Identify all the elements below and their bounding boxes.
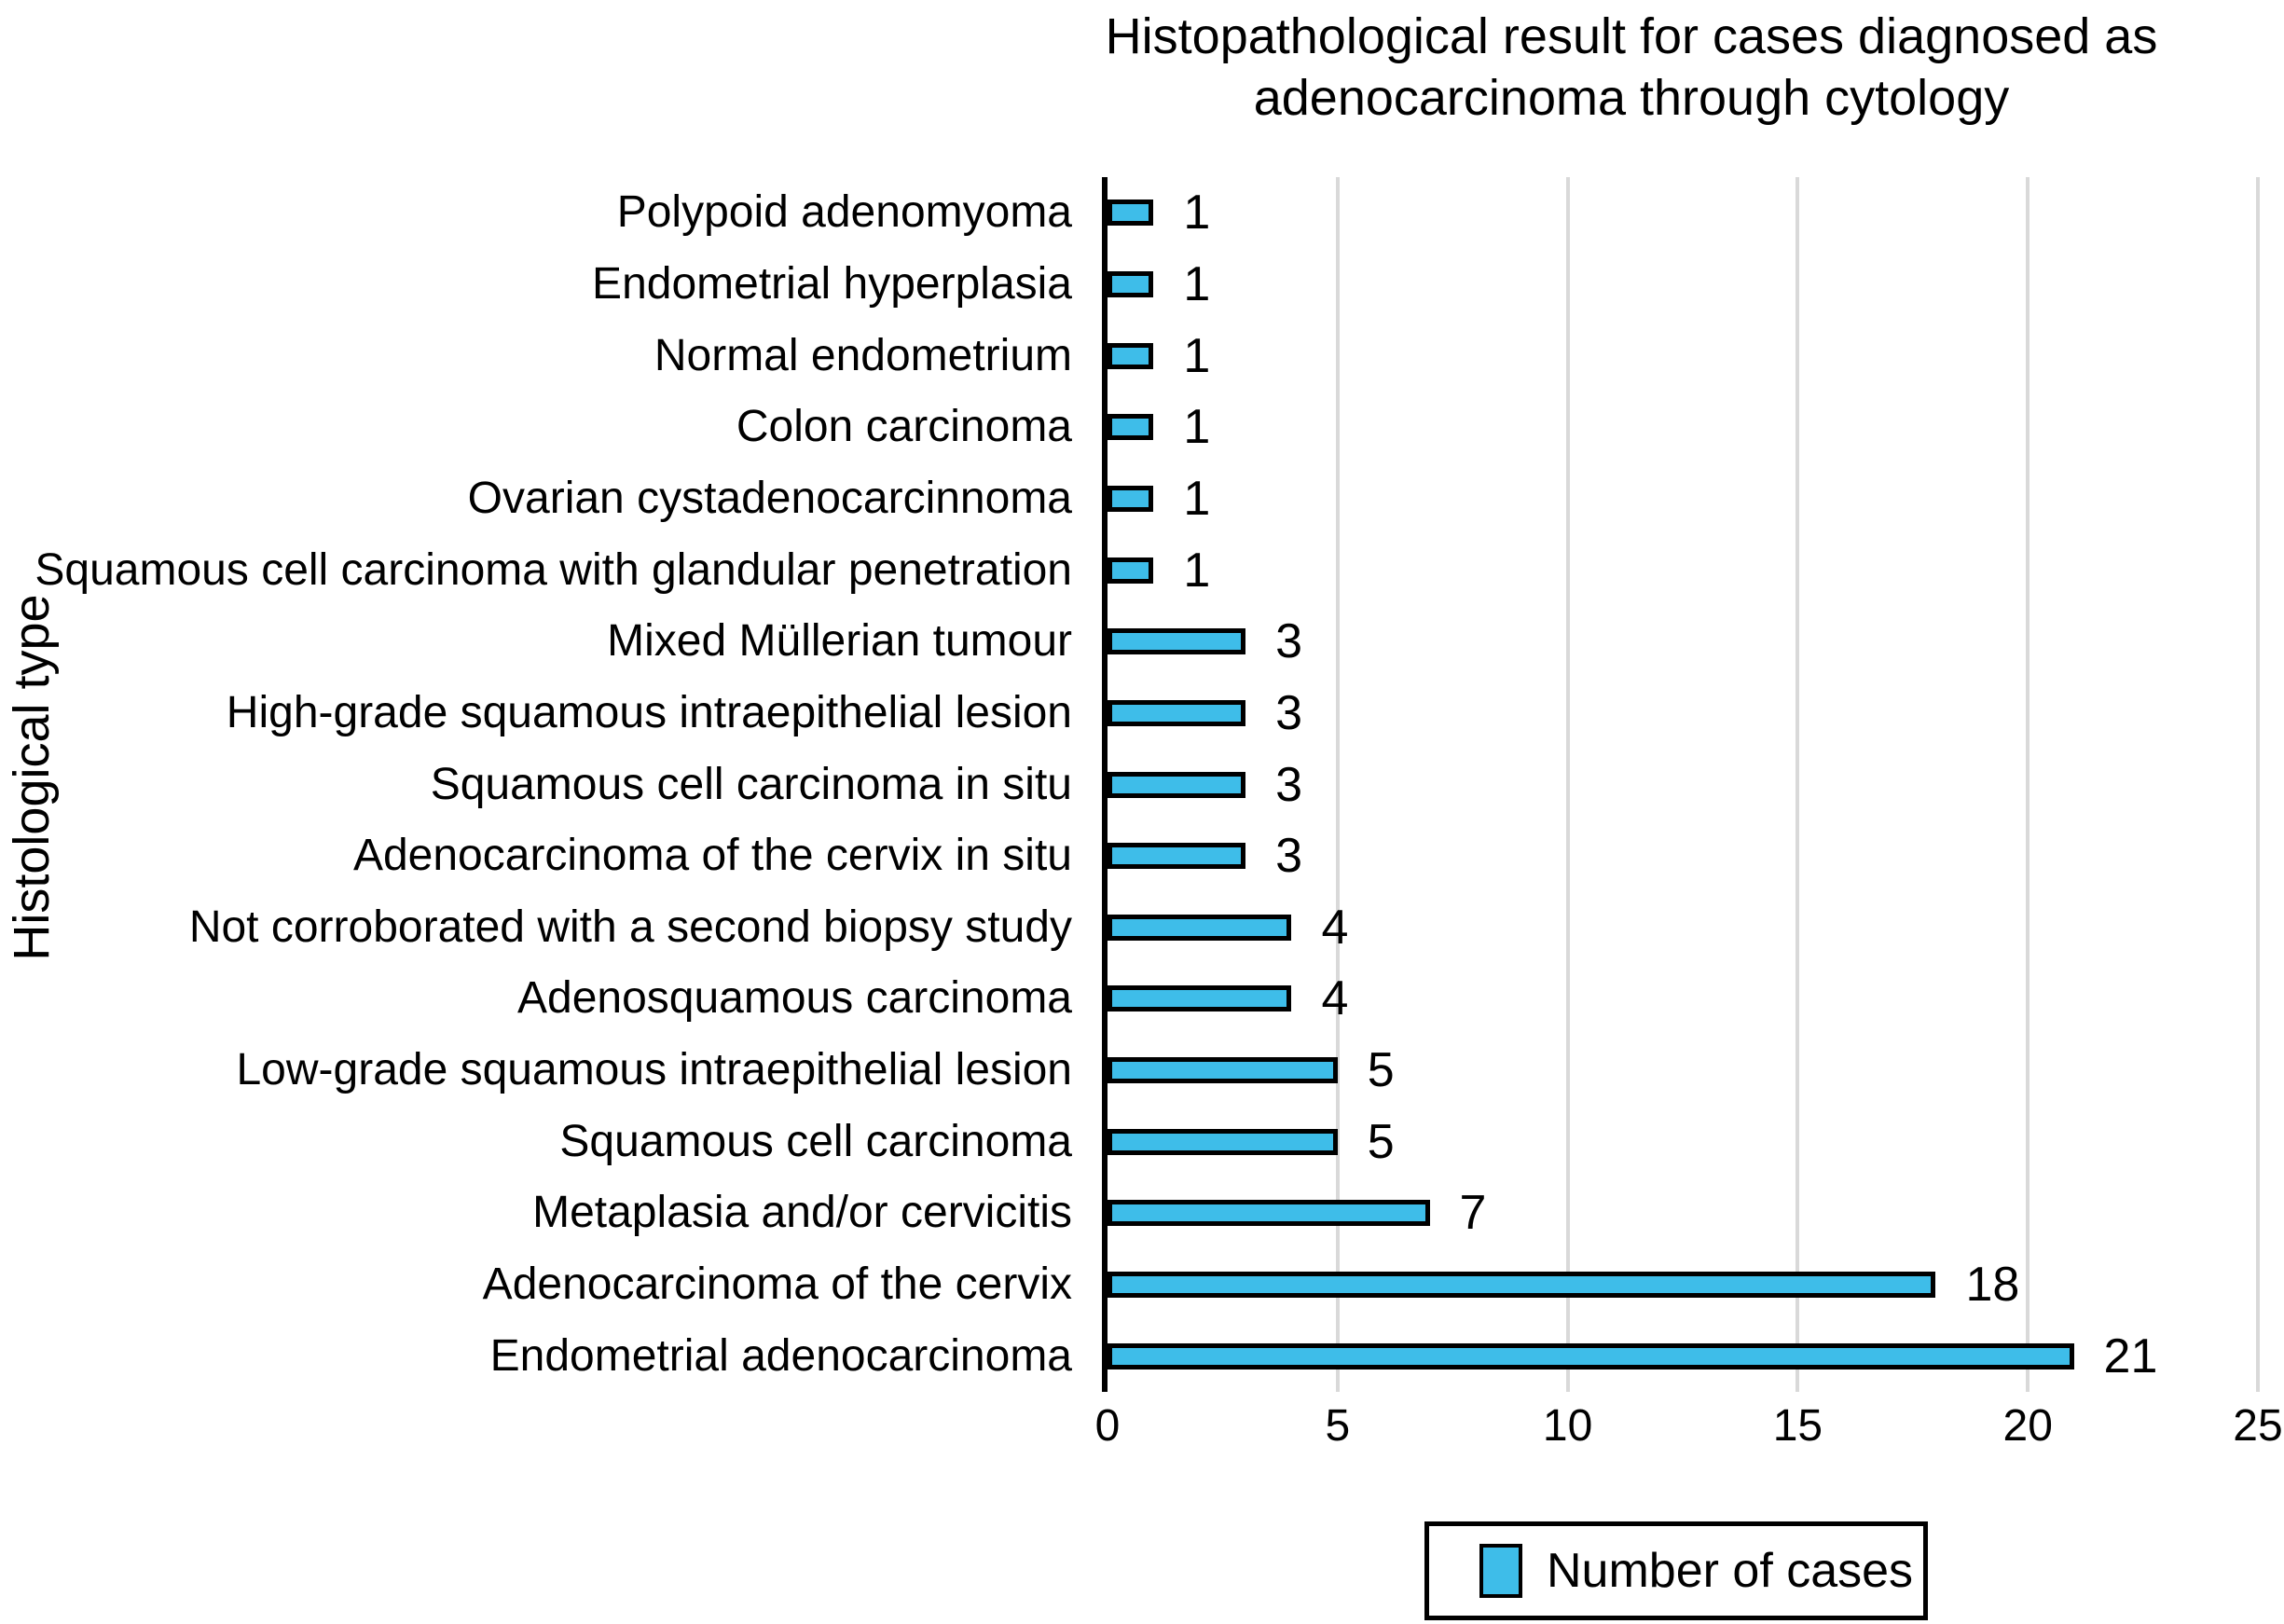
bar-value-label: 1	[1183, 400, 1211, 455]
bar-value-label: 3	[1275, 685, 1302, 740]
bar	[1108, 843, 1246, 870]
bar	[1108, 1342, 2074, 1369]
chart-title-line1: Histopathological result for cases diagn…	[1105, 8, 2158, 64]
bar	[1108, 914, 1292, 941]
chart-title: Histopathological result for cases diagn…	[932, 6, 2284, 129]
category-label: Not corroborated with a second biopsy st…	[188, 901, 1072, 952]
bar	[1108, 628, 1246, 655]
bar-value-label: 1	[1183, 186, 1211, 241]
bar-value-label: 4	[1321, 971, 1349, 1026]
category-label: Mixed Müllerian tumour	[607, 616, 1072, 667]
bar-value-label: 1	[1183, 471, 1211, 526]
gridline	[1565, 177, 1570, 1392]
category-label: Squamous cell carcinoma	[559, 1116, 1072, 1166]
category-label: Adenosquamous carcinoma	[516, 973, 1072, 1024]
legend: Number of cases	[1424, 1521, 1928, 1620]
x-tick-label: 20	[2002, 1401, 2053, 1451]
bar	[1108, 414, 1154, 441]
bar-value-label: 18	[1965, 1258, 2020, 1313]
bar-value-label: 5	[1367, 1043, 1395, 1098]
gridline	[1335, 177, 1340, 1392]
bar-value-label: 21	[2103, 1328, 2158, 1383]
bar	[1108, 1200, 1430, 1227]
legend-label: Number of cases	[1547, 1544, 1914, 1598]
gridline	[2026, 177, 2030, 1392]
y-axis-line	[1102, 177, 1108, 1392]
bar	[1108, 485, 1154, 512]
bar-value-label: 3	[1275, 829, 1302, 884]
bar	[1108, 557, 1154, 584]
category-label: Squamous cell carcinoma in situ	[430, 759, 1072, 809]
bar	[1108, 699, 1246, 726]
category-label: Adenocarcinoma of the cervix in situ	[352, 831, 1072, 881]
bar	[1108, 342, 1154, 369]
category-label: Colon carcinoma	[736, 402, 1072, 452]
x-tick-label: 25	[2233, 1401, 2283, 1451]
bar	[1108, 985, 1292, 1012]
plot-area: 1 1 1 1 1 1 3 3 3 3 4 4 5 5 7 18 21	[1102, 177, 2260, 1392]
bar	[1108, 270, 1154, 297]
bar-value-label: 5	[1367, 1114, 1395, 1169]
bar-value-label: 1	[1183, 543, 1211, 598]
bar	[1108, 200, 1154, 227]
category-label: Endometrial hyperplasia	[592, 258, 1072, 309]
bar	[1108, 1057, 1338, 1084]
chart-title-line2: adenocarcinoma through cytology	[1253, 70, 2010, 126]
category-label: Squamous cell carcinoma with glandular p…	[34, 544, 1072, 595]
category-label: Polypoid adenomyoma	[616, 187, 1072, 238]
bar-value-label: 3	[1275, 614, 1302, 669]
bar	[1108, 771, 1246, 798]
x-tick-label: 15	[1772, 1401, 1823, 1451]
bar-value-label: 3	[1275, 757, 1302, 812]
x-tick-label: 10	[1542, 1401, 1593, 1451]
gridline	[2256, 177, 2260, 1392]
gridline	[1796, 177, 1800, 1392]
category-label: Metaplasia and/or cervicitis	[532, 1188, 1072, 1238]
bar-value-label: 1	[1183, 256, 1211, 311]
bar-value-label: 4	[1321, 900, 1349, 955]
bar-value-label: 1	[1183, 328, 1211, 383]
bar	[1108, 1128, 1338, 1155]
bar	[1108, 1272, 1936, 1299]
x-tick-label: 0	[1094, 1401, 1121, 1451]
category-label: Low-grade squamous intraepithelial lesio…	[236, 1045, 1072, 1095]
category-label: High-grade squamous intraepithelial lesi…	[226, 687, 1072, 737]
category-label: Ovarian cystadenocarcinnoma	[467, 473, 1072, 523]
bar-value-label: 7	[1459, 1186, 1487, 1241]
x-tick-label: 5	[1325, 1401, 1351, 1451]
category-label: Adenocarcinoma of the cervix	[482, 1259, 1072, 1310]
category-label: Endometrial adenocarcinoma	[489, 1330, 1072, 1381]
legend-color-swatch-icon	[1479, 1544, 1522, 1598]
category-label: Normal endometrium	[654, 330, 1072, 380]
